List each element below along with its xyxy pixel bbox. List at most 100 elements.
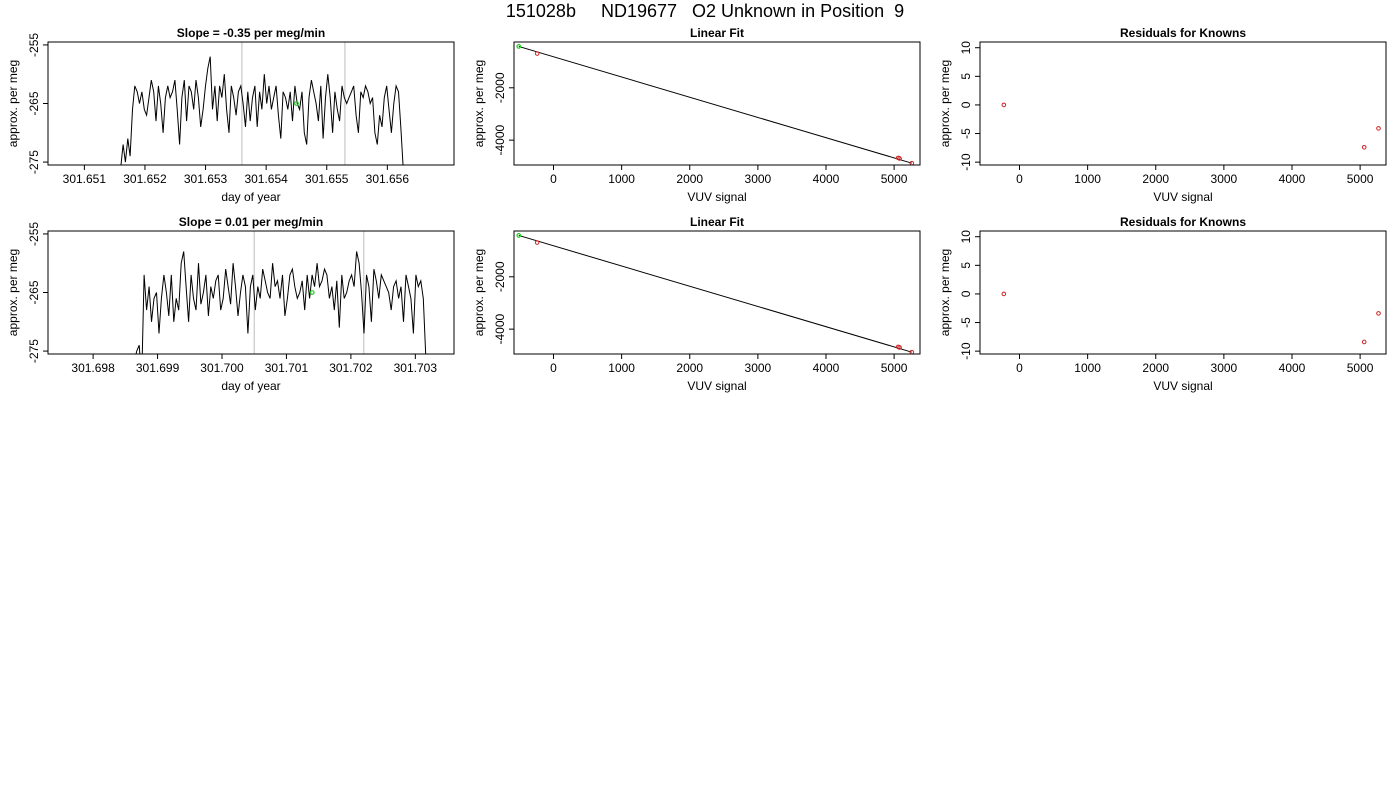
x-tick-label: 5000 [1347,172,1374,186]
y-tick-label: -265 [27,91,41,115]
y-tick-label: 10 [959,41,973,55]
plot-frame [513,41,921,166]
y-tick-label: -275 [27,339,41,363]
y-axis-label: approx. per meg [938,249,952,336]
x-axis-label: VUV signal [1153,190,1212,204]
unknown-point [516,44,522,49]
x-tick-label: 4000 [813,172,840,186]
y-axis-label: approx. per meg [938,60,952,147]
y-tick-label: 5 [959,73,973,80]
y-axis-label: approx. per meg [6,60,20,147]
known-point [897,345,902,350]
chart-title: Linear Fit [690,215,744,229]
known-point [534,51,540,56]
x-tick-label: 2000 [676,361,703,375]
plot-area [516,44,915,165]
x-tick-label: 301.656 [366,172,410,186]
y-axis-label: approx. per meg [6,249,20,336]
y-tick-label: -5 [959,128,973,139]
residual-point [1001,291,1007,297]
x-tick-label: 1000 [1074,361,1101,375]
chart-title: Residuals for Knowns [1120,215,1246,229]
x-tick-label: 3000 [745,172,772,186]
timeseries-chart-1: Slope = -0.35 per meg/min 301.651 301.652 3… [6,26,455,204]
x-tick-label: 301.703 [394,361,438,375]
x-tick-label: 301.652 [123,172,167,186]
fit-line [518,45,912,164]
x-tick-label: 3000 [745,361,772,375]
x-tick-label: 0 [1016,172,1023,186]
x-axis-label: day of year [221,190,280,204]
x-tick-label: 2000 [1142,361,1169,375]
x-tick-label: 5000 [881,172,908,186]
x-tick-label: 301.699 [136,361,180,375]
y-tick-label: -2000 [493,72,507,103]
x-tick-label: 0 [550,361,557,375]
x-tick-label: 2000 [1142,172,1169,186]
figure-title: 151028b ND19677 O2 Unknown in Position 9 [505,1,905,21]
fit-line [518,234,912,353]
residuals-chart-2: Residuals for Knowns 0 1000 2000 3000 4000 500… [938,215,1387,393]
plot-area [1001,102,1381,150]
x-tick-label: 301.651 [63,172,107,186]
x-tick-label: 3000 [1211,361,1238,375]
y-axis-label: approx. per meg [472,60,486,147]
plot-frame [47,41,455,166]
x-tick-label: 301.698 [71,361,115,375]
timeseries-chart-2: Slope = 0.01 per meg/min 301.698 301.699 30… [6,215,455,393]
residual-point [1376,311,1381,316]
residual-point [1361,339,1367,345]
plot-area [516,233,915,354]
chart-title: Slope = 0.01 per meg/min [179,215,323,229]
y-tick-label: -4000 [493,313,507,344]
x-tick-label: 5000 [1347,361,1374,375]
residuals-chart-1: Residuals for Knowns 0 1000 2000 3000 4000 500… [938,26,1387,204]
x-tick-label: 4000 [1279,361,1306,375]
plot-frame [513,230,921,355]
y-tick-label: -275 [27,150,41,174]
x-tick-label: 1000 [608,361,635,375]
plot-frame [979,41,1387,166]
x-axis-label: VUV signal [687,190,746,204]
x-tick-label: 301.655 [305,172,349,186]
plot-frame [979,230,1387,355]
y-tick-label: -5 [959,317,973,328]
residual-point [1376,126,1381,131]
y-tick-label: 5 [959,262,973,269]
unknown-marker [294,101,299,106]
x-axis-label: day of year [221,379,280,393]
y-tick-label: -255 [27,222,41,246]
y-tick-label: -2000 [493,261,507,292]
y-tick-label: -265 [27,280,41,304]
y-tick-label: -255 [27,33,41,57]
plot-frame [47,230,455,355]
x-tick-label: 301.654 [244,172,288,186]
linear-fit-chart-2: Linear Fit 0 1000 2000 3000 4000 5000 -2000 -400… [472,215,921,393]
y-tick-label: -10 [959,153,973,171]
chart-title: Slope = -0.35 per meg/min [177,26,325,40]
chart-title: Residuals for Knowns [1120,26,1246,40]
x-tick-label: 1000 [608,172,635,186]
x-axis-label: VUV signal [1153,379,1212,393]
x-tick-label: 3000 [1211,172,1238,186]
x-tick-label: 0 [550,172,557,186]
plot-area [1001,291,1381,345]
x-tick-label: 2000 [676,172,703,186]
x-tick-label: 5000 [881,361,908,375]
x-tick-label: 0 [1016,361,1023,375]
x-tick-label: 301.700 [200,361,244,375]
residual-point [1001,102,1007,108]
x-tick-label: 301.701 [265,361,309,375]
y-axis-label: approx. per meg [472,249,486,336]
x-tick-label: 301.702 [329,361,373,375]
x-axis-label: VUV signal [687,379,746,393]
chart-title: Linear Fit [690,26,744,40]
residual-point [1361,144,1367,150]
plot-area [120,42,404,165]
y-tick-label: -4000 [493,124,507,155]
y-tick-label: 0 [959,290,973,297]
series-line [120,56,404,165]
y-tick-label: -10 [959,342,973,360]
x-tick-label: 1000 [1074,172,1101,186]
plot-area [135,231,427,354]
